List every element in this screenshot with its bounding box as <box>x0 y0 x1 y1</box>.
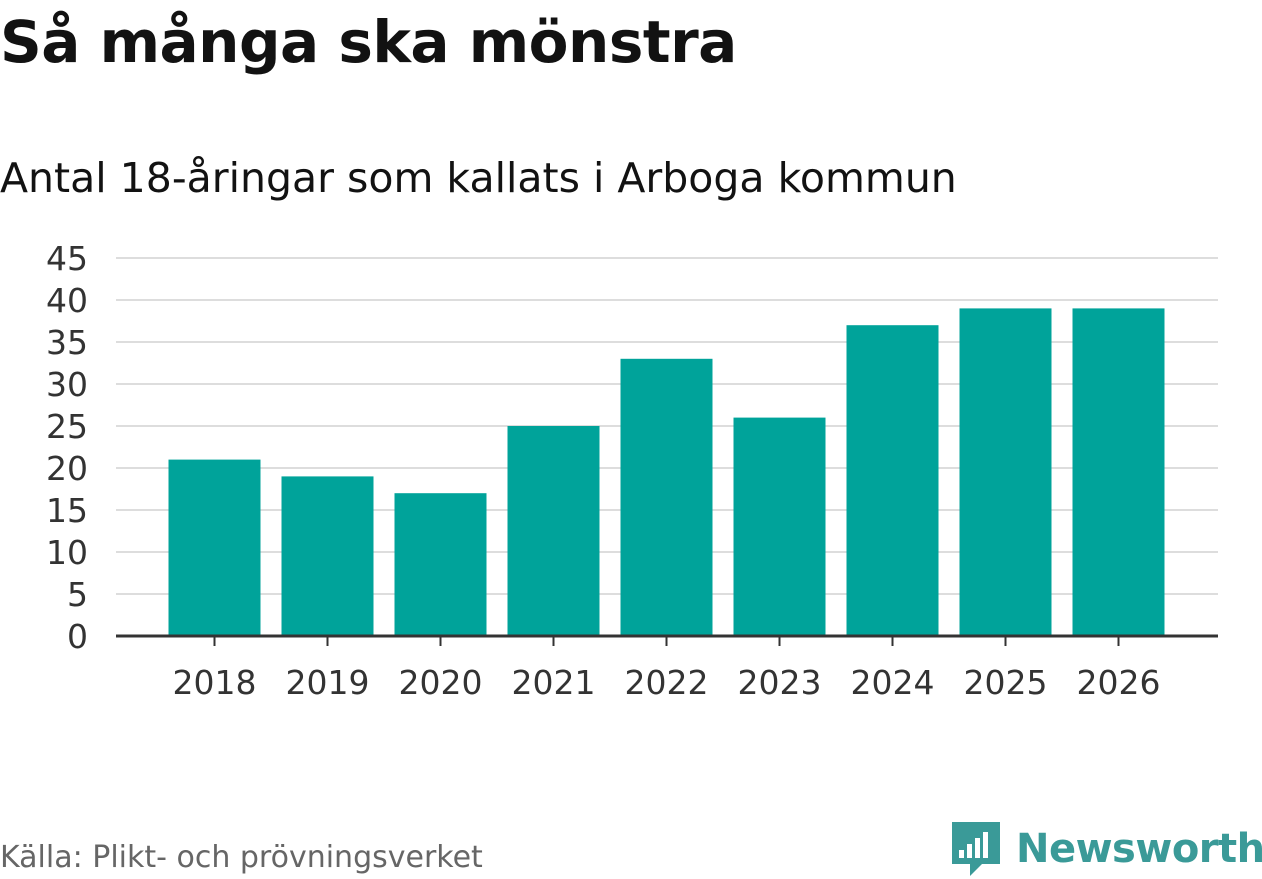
y-tick-label: 20 <box>46 449 88 488</box>
x-tick-label: 2020 <box>399 663 483 702</box>
x-tick-label: 2026 <box>1077 663 1161 702</box>
chart-title: Så många ska mönstra <box>0 8 737 76</box>
y-tick-label: 10 <box>46 533 88 572</box>
x-tick-label: 2019 <box>286 663 370 702</box>
y-tick-label: 40 <box>46 281 88 320</box>
bar-2025 <box>959 308 1052 636</box>
bar-2019 <box>281 476 374 636</box>
bar-2020 <box>394 493 487 636</box>
chart-subtitle: Antal 18-åringar som kallats i Arboga ko… <box>0 154 957 202</box>
bar-2023 <box>733 417 826 636</box>
newsworthy-logo: Newsworthy <box>950 820 1262 878</box>
x-tick-label: 2024 <box>851 663 935 702</box>
bar-2024 <box>846 325 939 636</box>
bar-2021 <box>507 426 600 636</box>
x-tick-label: 2025 <box>964 663 1048 702</box>
y-tick-label: 0 <box>67 617 88 656</box>
y-tick-label: 25 <box>46 407 88 446</box>
x-tick-label: 2023 <box>738 663 822 702</box>
newsworthy-logo-icon <box>952 822 1000 876</box>
y-tick-label: 5 <box>67 575 88 614</box>
bar-2018 <box>168 459 261 636</box>
bars <box>168 308 1165 636</box>
y-tick-label: 45 <box>46 239 88 278</box>
y-tick-label: 30 <box>46 365 88 404</box>
x-tick-label: 2018 <box>173 663 257 702</box>
y-tick-label: 35 <box>46 323 88 362</box>
x-tick-label: 2021 <box>512 663 596 702</box>
source-note: Källa: Plikt- och prövningsverket <box>0 840 483 875</box>
x-axis-ticks: 2018 2019 2020 2021 2022 2023 2024 2025 2026 <box>173 636 1161 702</box>
x-tick-label: 2022 <box>625 663 709 702</box>
bar-2022 <box>620 358 713 636</box>
bar-2026 <box>1072 308 1165 636</box>
y-tick-label: 15 <box>46 491 88 530</box>
brand-name: Newsworthy <box>1016 826 1262 872</box>
